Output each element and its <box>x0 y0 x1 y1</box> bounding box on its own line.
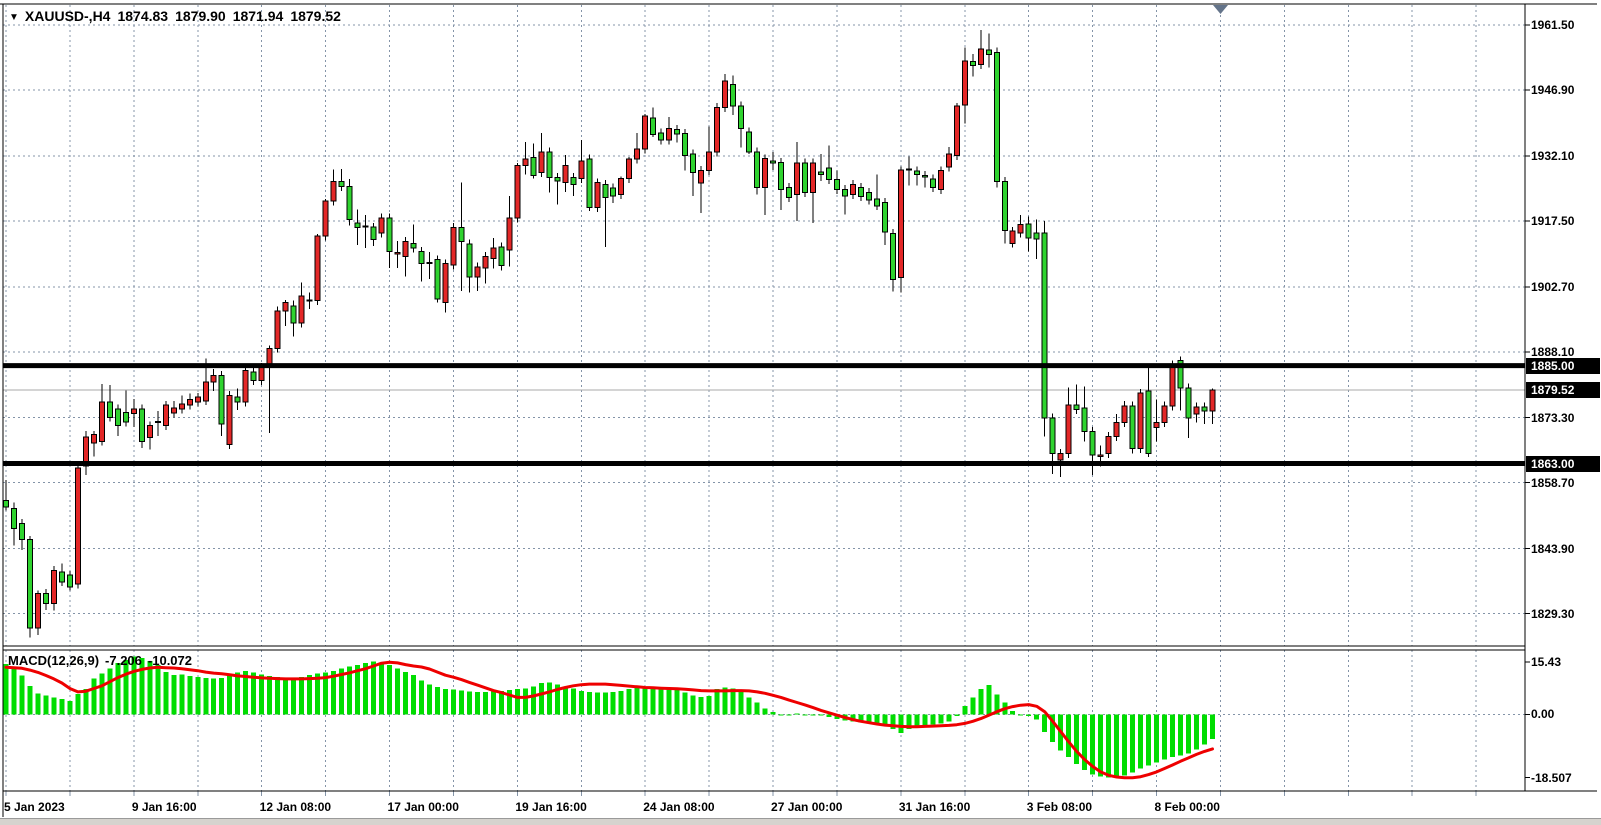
price-tick-label: 1902.70 <box>1531 279 1575 294</box>
grid-lines <box>3 5 1525 796</box>
macd-signal-value: -10.072 <box>147 653 192 668</box>
time-tick-label: 19 Jan 16:00 <box>515 800 587 814</box>
price-tag-level: 1885.00 <box>1526 357 1600 374</box>
macd-histogram <box>3 656 1215 778</box>
price-tick-label: 1888.10 <box>1531 344 1575 359</box>
time-tick-label: 12 Jan 08:00 <box>259 800 332 814</box>
macd-indicator-label: MACD(12,26,9) -7.206 -10.072 <box>8 653 192 669</box>
time-tick-label: 5 Jan 2023 <box>4 800 65 814</box>
price-tick-label: 1858.70 <box>1531 475 1575 490</box>
window-bottom-strip <box>0 818 1601 825</box>
time-tick-label: 24 Jan 08:00 <box>643 800 715 814</box>
macd-name: MACD(12,26,9) <box>8 653 100 668</box>
macd-tick-label: 15.43 <box>1531 654 1562 669</box>
price-tick-label: 1917.50 <box>1531 214 1575 228</box>
price-tag-level: 1863.00 <box>1526 455 1600 472</box>
price-tick-label: 1873.30 <box>1531 410 1575 425</box>
time-tick-label: 3 Feb 08:00 <box>1026 800 1093 814</box>
symbol-timeframe-label: XAUUSD-,H4 <box>24 8 111 24</box>
price-tick-label: 1843.90 <box>1531 541 1575 556</box>
horizontal-level-lines <box>3 363 1525 467</box>
ohlc-high: 1879.90 <box>175 8 226 24</box>
time-tick-label: 8 Feb 00:00 <box>1154 800 1220 814</box>
macd-signal-line <box>4 660 1214 780</box>
macd-value: -7.206 <box>105 653 142 668</box>
price-tag-current: 1879.52 <box>1526 382 1600 399</box>
candlestick-series <box>3 30 1216 638</box>
time-tick-label: 31 Jan 16:00 <box>898 800 971 814</box>
ohlc-low: 1871.94 <box>232 8 284 24</box>
chart-shift-marker-icon[interactable] <box>1213 5 1228 14</box>
panel-borders <box>0 3 1597 817</box>
price-tick-label: 1946.90 <box>1531 83 1575 98</box>
price-tick-label: 1961.50 <box>1531 18 1575 33</box>
symbol-dropdown-icon[interactable]: ▼ <box>9 12 19 23</box>
ohlc-open: 1874.83 <box>117 8 169 24</box>
price-tick-label: 1829.30 <box>1531 606 1575 621</box>
time-tick-label: 9 Jan 16:00 <box>131 800 197 814</box>
symbol-title: ▼ XAUUSD-,H4 1874.83 1879.90 1871.94 1879.52 <box>9 8 341 26</box>
macd-tick-label: 0.00 <box>1531 707 1555 722</box>
macd-tick-label: -18.507 <box>1531 770 1572 785</box>
time-tick-label: 17 Jan 00:00 <box>387 800 459 814</box>
time-tick-label: 27 Jan 00:00 <box>771 800 843 814</box>
price-tick-label: 1932.10 <box>1531 149 1575 164</box>
ohlc-close: 1879.52 <box>290 8 341 24</box>
